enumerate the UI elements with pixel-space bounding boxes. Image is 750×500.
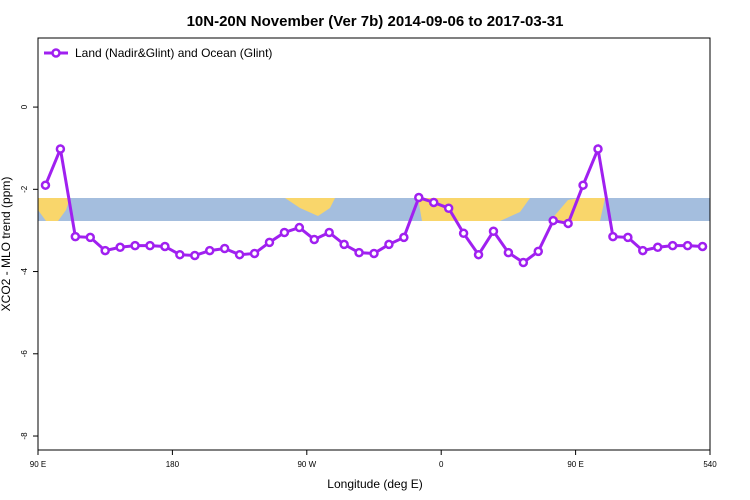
data-point bbox=[130, 240, 140, 251]
data-point bbox=[115, 242, 125, 253]
data-point bbox=[518, 257, 529, 268]
x-tick-label: 90 W bbox=[297, 460, 316, 469]
data-point bbox=[638, 245, 648, 256]
data-point bbox=[488, 226, 499, 237]
data-point bbox=[145, 240, 155, 251]
data-point bbox=[667, 240, 678, 251]
x-tick-label: 0 bbox=[439, 460, 444, 469]
data-point bbox=[40, 180, 51, 190]
x-tick-label: 180 bbox=[166, 460, 180, 469]
data-point bbox=[294, 222, 305, 233]
x-tick-label: 90 E bbox=[30, 460, 46, 469]
data-point bbox=[503, 247, 514, 258]
data-point bbox=[190, 250, 200, 261]
data-point bbox=[578, 180, 588, 190]
map-land bbox=[38, 198, 70, 221]
data-point bbox=[563, 218, 573, 229]
data-point bbox=[682, 240, 693, 251]
data-point bbox=[533, 246, 544, 257]
chart-title: 10N-20N November (Ver 7b) 2014-09-06 to … bbox=[187, 13, 564, 30]
data-point bbox=[369, 248, 379, 259]
x-axis-label: Longitude (deg E) bbox=[327, 477, 422, 491]
data-point bbox=[593, 144, 603, 154]
y-tick-label: 0 bbox=[20, 104, 29, 109]
map-land bbox=[418, 198, 530, 221]
y-tick-label: -6 bbox=[20, 350, 29, 358]
x-tick-label: 90 E bbox=[567, 460, 583, 469]
data-point bbox=[85, 232, 96, 243]
legend-label: Land (Nadir&Glint) and Ocean (Glint) bbox=[75, 46, 272, 60]
data-point bbox=[697, 241, 708, 252]
data-point bbox=[264, 237, 275, 248]
data-point bbox=[279, 227, 290, 238]
legend-marker bbox=[51, 48, 61, 58]
data-point bbox=[354, 247, 364, 258]
data-point bbox=[324, 227, 334, 238]
data-point bbox=[204, 245, 215, 256]
data-point bbox=[384, 239, 394, 250]
y-tick-label: -2 bbox=[20, 185, 29, 193]
data-point bbox=[608, 231, 618, 242]
x-tick-label: 540 bbox=[703, 460, 717, 469]
y-tick-label: -8 bbox=[20, 432, 29, 440]
data-point bbox=[339, 239, 349, 250]
data-point bbox=[55, 144, 66, 154]
data-point bbox=[443, 203, 454, 213]
plot-frame bbox=[37, 37, 711, 451]
y-axis-label: XCO2 - MLO trend (ppm) bbox=[0, 177, 13, 312]
data-point bbox=[623, 232, 633, 243]
map-land bbox=[285, 198, 335, 216]
data-point bbox=[100, 245, 110, 256]
data-point bbox=[309, 234, 320, 245]
data-point bbox=[414, 192, 424, 203]
data-point bbox=[160, 241, 170, 252]
data-point bbox=[70, 231, 81, 242]
map-land bbox=[550, 198, 605, 221]
data-point bbox=[652, 242, 663, 253]
data-point bbox=[399, 232, 409, 243]
data-point bbox=[458, 228, 469, 239]
data-point bbox=[219, 243, 230, 254]
data-point bbox=[473, 249, 484, 260]
data-point bbox=[548, 215, 558, 226]
y-tick-label: -4 bbox=[20, 267, 29, 275]
data-point bbox=[234, 249, 245, 260]
map-ocean bbox=[38, 198, 710, 221]
data-point bbox=[175, 249, 185, 260]
map-background bbox=[38, 198, 710, 221]
data-point bbox=[249, 248, 260, 259]
data-point bbox=[428, 197, 439, 208]
